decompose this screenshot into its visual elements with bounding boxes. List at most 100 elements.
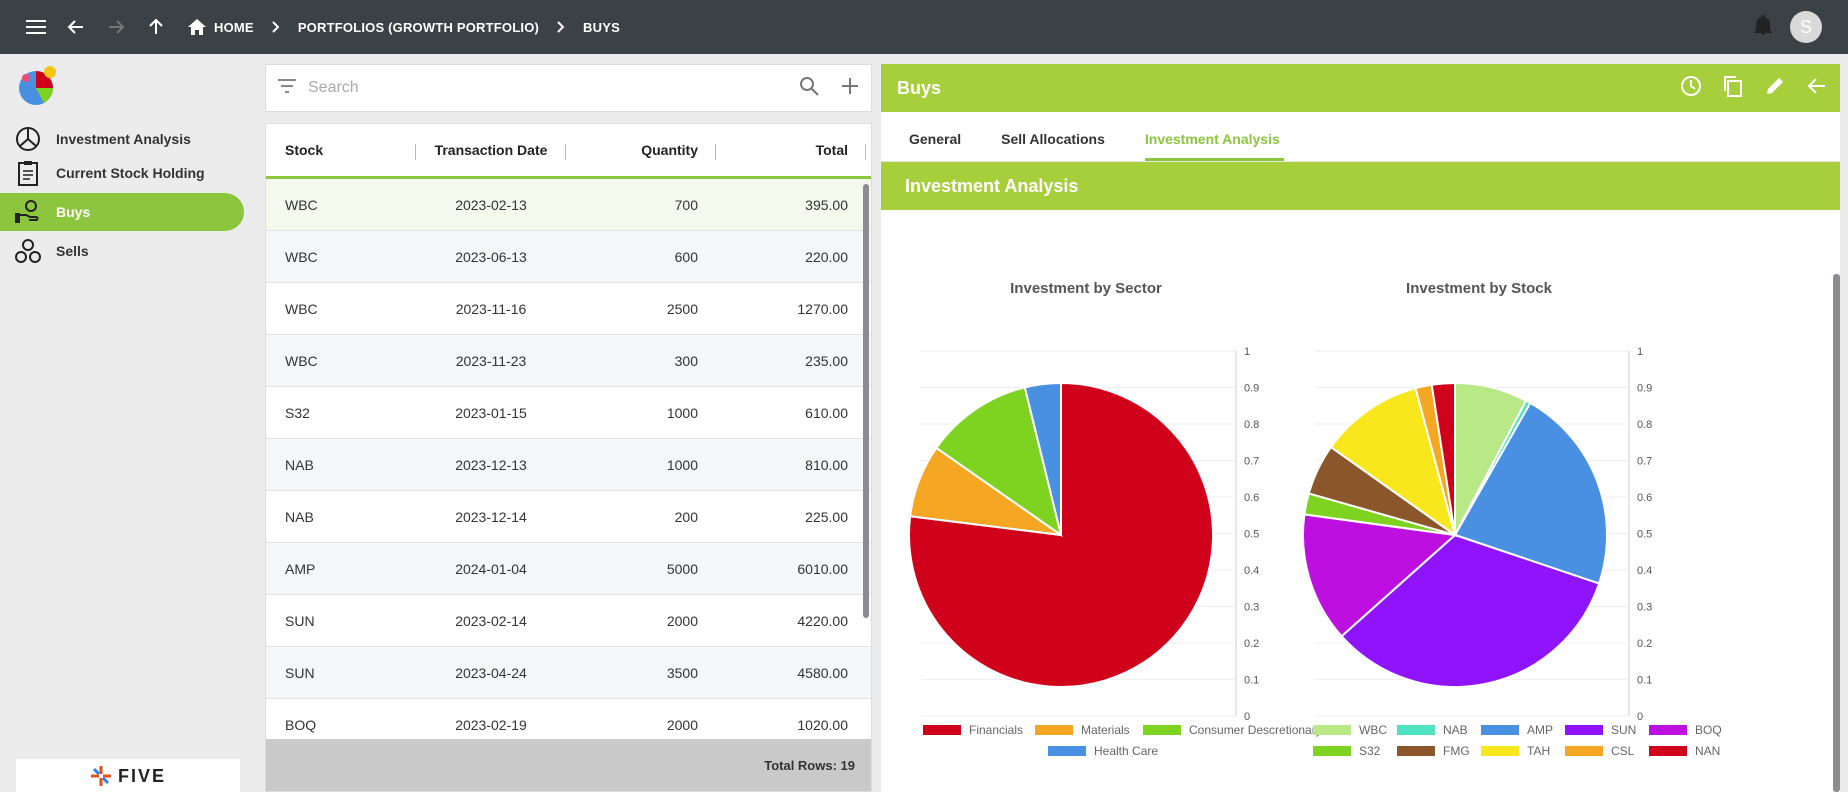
legend-label: Financials (969, 723, 1023, 737)
total-rows-text: Total Rows: 19 (764, 757, 855, 773)
sidebar-item-label: Current Stock Holding (56, 165, 205, 181)
back-icon[interactable] (1806, 75, 1828, 102)
table-header: Stock Transaction Date Quantity Total (266, 124, 871, 179)
table-row[interactable]: WBC 2023-11-23 300 235.00 (266, 335, 871, 387)
section-header: Investment Analysis (881, 162, 1840, 210)
axis-tick-label: 0.6 (1637, 492, 1652, 504)
legend-swatch (1481, 746, 1519, 756)
cell-stock: WBC (285, 352, 318, 369)
up-arrow-icon[interactable] (136, 7, 176, 47)
cell-transaction-date: 2023-02-14 (455, 612, 527, 629)
axis-tick-label: 0.3 (1637, 602, 1652, 614)
chevron-right-icon (272, 21, 280, 33)
avatar[interactable]: S (1790, 11, 1822, 43)
tab-sell-allocations[interactable]: Sell Allocations (1001, 131, 1105, 147)
legend-label: SUN (1611, 723, 1636, 737)
legend-label: Health Care (1094, 744, 1158, 758)
cell-total: 4580.00 (797, 664, 848, 681)
axis-tick-label: 0.9 (1244, 383, 1259, 395)
cell-stock: NAB (285, 508, 314, 525)
table-row[interactable]: WBC 2023-02-13 700 395.00 (266, 179, 871, 231)
sidebar-item-current-stock-holding[interactable]: Current Stock Holding (0, 154, 244, 192)
cell-transaction-date: 2023-02-13 (455, 196, 527, 213)
chevron-right-icon (557, 21, 565, 33)
table-row[interactable]: SUN 2023-02-14 2000 4220.00 (266, 595, 871, 647)
cell-quantity: 1000 (666, 456, 698, 473)
table-row[interactable]: NAB 2023-12-13 1000 810.00 (266, 439, 871, 491)
bell-icon[interactable] (1754, 14, 1772, 40)
copy-icon[interactable] (1722, 75, 1744, 102)
app-logo (16, 64, 62, 113)
cell-total: 810.00 (805, 456, 848, 473)
table-scrollbar[interactable] (863, 184, 869, 618)
charts-area: Investment by Sector 0 0.1 0.2 0.3 0.4 0.5 0.6 0… (881, 210, 1840, 790)
axis-tick-label: 0.2 (1244, 638, 1259, 650)
legend-swatch (1313, 746, 1351, 756)
legend-swatch (1035, 725, 1073, 735)
panel-title: Buys (897, 77, 942, 98)
cell-transaction-date: 2023-12-13 (455, 456, 527, 473)
table-row[interactable]: NAB 2023-12-14 200 225.00 (266, 491, 871, 543)
panel-scrollbar[interactable] (1833, 274, 1840, 792)
sidebar-item-label: Buys (56, 204, 91, 220)
cell-stock: SUN (285, 664, 315, 681)
chart-title: Investment by Sector (1010, 280, 1162, 297)
sidebar-item-sells[interactable]: Sells (0, 232, 244, 270)
forward-arrow-icon[interactable] (96, 7, 136, 47)
cell-transaction-date: 2023-12-14 (455, 508, 527, 525)
table-footer: Total Rows: 19 (266, 739, 871, 791)
legend-label: AMP (1527, 723, 1553, 737)
cell-quantity: 2500 (666, 300, 698, 317)
sidebar-item-buys[interactable]: Buys (0, 193, 244, 231)
edit-icon[interactable] (1764, 75, 1786, 102)
filter-icon[interactable] (278, 78, 296, 98)
axis-tick-label: 0 (1637, 711, 1643, 723)
cell-total: 395.00 (805, 196, 848, 213)
search-icon[interactable] (799, 76, 819, 101)
add-icon[interactable] (841, 77, 859, 100)
sidebar-item-label: Sells (56, 243, 89, 259)
table-row[interactable]: SUN 2023-04-24 3500 4580.00 (266, 647, 871, 699)
table-row[interactable]: AMP 2024-01-04 5000 6010.00 (266, 543, 871, 595)
column-header-quantity[interactable]: Quantity (566, 124, 716, 176)
tab-investment-analysis[interactable]: Investment Analysis (1144, 131, 1284, 161)
charts-svg: Investment by Sector 0 0.1 0.2 0.3 0.4 0.5 0.6 0… (908, 280, 1722, 758)
axis-tick-label: 0.2 (1637, 638, 1652, 650)
back-arrow-icon[interactable] (56, 7, 96, 47)
axis-tick-label: 0.7 (1244, 456, 1259, 468)
axis-tick-label: 0.5 (1637, 529, 1652, 541)
legend-swatch (1313, 725, 1351, 735)
hand-money-icon (14, 198, 42, 226)
history-icon[interactable] (1680, 75, 1702, 102)
axis-tick-label: 0.7 (1637, 456, 1652, 468)
menu-icon[interactable] (16, 7, 56, 47)
axis-tick-label: 0.8 (1637, 419, 1652, 431)
breadcrumb-portfolio[interactable]: PORTFOLIOS (GROWTH PORTFOLIO) (297, 19, 540, 35)
breadcrumb: HOME PORTFOLIOS (GROWTH PORTFOLIO) BUYS (188, 19, 620, 35)
pie-chart-icon (14, 125, 42, 153)
cell-stock: S32 (285, 404, 310, 421)
column-header-transaction-date[interactable]: Transaction Date (416, 124, 566, 176)
cell-quantity: 1000 (666, 404, 698, 421)
cell-stock: SUN (285, 612, 315, 629)
tab-general[interactable]: General (909, 131, 962, 147)
legend-swatch (1048, 746, 1086, 756)
pie-slice-sun (1340, 533, 1601, 688)
five-logo-text: FIVE (117, 765, 166, 786)
search-input[interactable] (308, 79, 799, 97)
legend-swatch (1649, 725, 1687, 735)
breadcrumb-home[interactable]: HOME (214, 19, 254, 35)
cell-quantity: 700 (674, 196, 698, 213)
cell-quantity: 3500 (666, 664, 698, 681)
column-header-stock[interactable]: Stock (266, 124, 416, 176)
section-title: Investment Analysis (905, 175, 1079, 196)
table-row[interactable]: WBC 2023-11-16 2500 1270.00 (266, 283, 871, 335)
legend-swatch (1481, 725, 1519, 735)
legend-label: TAH (1527, 744, 1550, 758)
table-row[interactable]: S32 2023-01-15 1000 610.00 (266, 387, 871, 439)
table-row[interactable]: WBC 2023-06-13 600 220.00 (266, 231, 871, 283)
column-header-total[interactable]: Total (716, 124, 866, 176)
sidebar-item-investment-analysis[interactable]: Investment Analysis (0, 120, 244, 158)
clipboard-icon (14, 159, 42, 187)
legend-swatch (1397, 746, 1435, 756)
